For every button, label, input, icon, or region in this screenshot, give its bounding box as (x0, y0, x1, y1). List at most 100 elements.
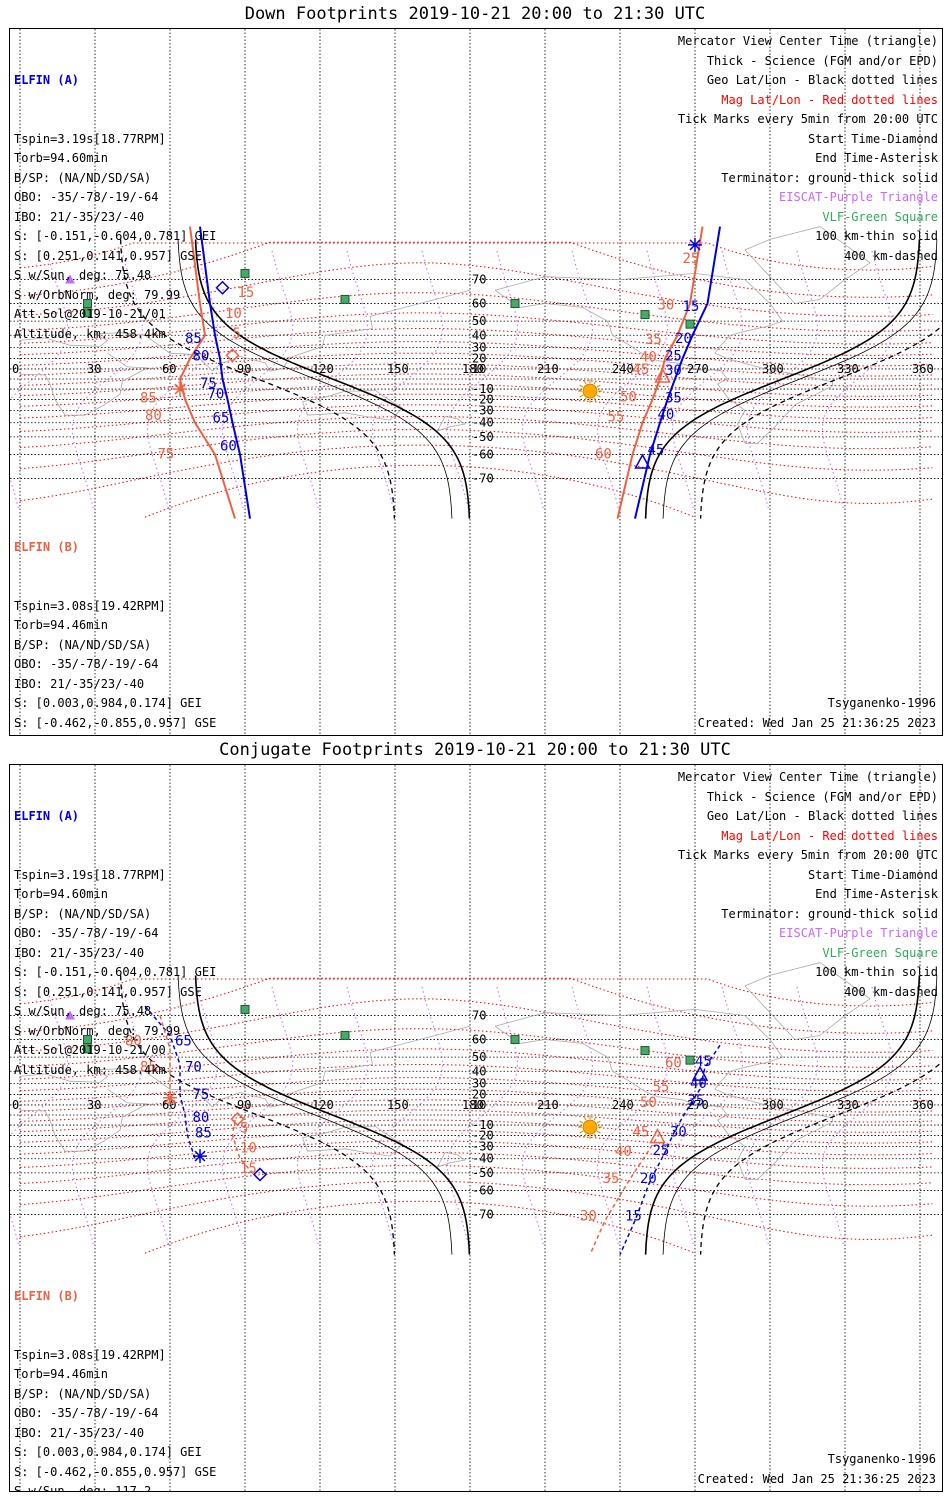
sun-ray (579, 1130, 584, 1134)
mag-latitude-line (19, 1088, 933, 1113)
elfin-a-line: Tspin=3.19s[18.77RPM] (14, 867, 166, 882)
mag-latitude-line (19, 1099, 933, 1123)
lon-tick-label: 180 (462, 1098, 484, 1112)
tick-label: 85 (140, 1059, 157, 1075)
end-asterisk-icon (163, 1090, 177, 1105)
tick-label: 25 (665, 349, 682, 365)
sun-ray (593, 397, 597, 402)
mag-latitude-line (19, 363, 933, 387)
mag-latitude-line (19, 1140, 933, 1169)
lon-tick-label: 60 (162, 1098, 176, 1112)
conjugate-footprints-map: 0 30 60 90 120 150 180 210 240 270 300 330 360706050… (10, 765, 942, 1491)
terminator-ground (194, 239, 471, 519)
tick-label: 85 (140, 391, 157, 407)
lon-tick-label: 0 (12, 1098, 19, 1112)
lon-tick-label: 150 (387, 1098, 409, 1112)
elfin-a-line: S: [0.251,0.141,0.957] GSE (14, 248, 202, 263)
legend-entry: Tick Marks every 5min from 20:00 UTC (677, 848, 938, 862)
tick-label: 40 (658, 407, 675, 423)
mag-latitude-line (19, 1048, 933, 1081)
lat-tick-label: 30 (472, 341, 486, 355)
tick-label: 40 (640, 350, 657, 366)
mag-latitude-line (19, 241, 933, 298)
mag-latitude-line (19, 292, 933, 332)
legend-entry: End Time-Asterisk (815, 151, 938, 165)
eiscat-triangle-icon (65, 274, 75, 284)
mag-latitude-line (19, 327, 933, 356)
mag-latitude-line (19, 393, 933, 420)
mag-longitude-line (371, 985, 444, 1245)
lat-tick-label: -30 (472, 1139, 494, 1153)
tick-label: 85 (185, 331, 202, 347)
asterisk-stroke (164, 1092, 176, 1104)
start-diamond-icon (230, 1111, 245, 1127)
conjugate-footprints-panel: 0 30 60 90 120 150 180 210 240 270 300 330 360 70 60 50… (9, 764, 943, 1492)
lat-tick-label: -30 (472, 403, 494, 417)
lon-tick-label: 150 (387, 362, 409, 376)
lon-tick-label: 240 (612, 362, 634, 376)
legend-entry: Geo Lat/Lon - Black dotted lines (706, 809, 938, 823)
tick-label: 75 (158, 447, 175, 463)
tick-label: 35 (665, 391, 682, 407)
coastline (19, 352, 149, 416)
terminator (119, 239, 942, 519)
elfin-b-conjugate-track (231, 1119, 261, 1182)
tick-label: 35 (603, 1171, 620, 1187)
mag-latitude-line (19, 341, 933, 367)
tick-label: 30 (580, 1209, 597, 1225)
elfin-a-line: IBO: 21/-35/23/-40 (14, 209, 145, 224)
tick-label: 35 (645, 332, 662, 348)
sun-ray (583, 397, 587, 402)
sun-ray (593, 380, 597, 385)
mag-latitude-line (19, 1109, 933, 1133)
lat-tick-label: 30 (472, 1077, 486, 1091)
tick-label: 80 (145, 408, 162, 424)
vlf-square-icon (83, 308, 92, 318)
legend-entry: VLF-Green Square (822, 945, 938, 960)
tick-label: 5 (240, 1120, 248, 1136)
lat-tick-label: 20 (472, 1088, 486, 1102)
elfin-a-line: Torb=94.60min (14, 151, 108, 165)
elfin-b-line: B/SP: (NA/ND/SD/SA) (14, 1386, 152, 1401)
elfin-b-line: S w/Sun, deg: 117.2 (14, 733, 216, 735)
end-asterisk-icon (193, 1149, 207, 1164)
tick-label: 80 (125, 1033, 142, 1049)
eiscat-triangle-icon (65, 1010, 75, 1020)
mag-latitude-line (19, 1129, 933, 1156)
elfin-b-line: IBO: 21/-35/23/-40 (14, 676, 145, 691)
terminator-100km (662, 239, 938, 519)
elfin-a-line: S w/OrbNorm, deg: 79.99 (14, 1023, 181, 1038)
created-label: Created: Wed Jan 25 21:36:25 2023 (697, 716, 936, 730)
tick-label: 15 (683, 299, 700, 315)
tick-label: 30 (670, 1124, 687, 1140)
tick-label: 15 (240, 1161, 257, 1177)
lat-tick-label: 40 (472, 328, 486, 342)
elfin-b-line: Torb=94.46min (14, 618, 108, 632)
mag-longitude-line (221, 985, 294, 1245)
sun-ray (583, 380, 587, 385)
coastline (494, 272, 833, 444)
tick-label: 20 (640, 1171, 657, 1187)
terminator-100km (177, 239, 453, 519)
mag-longitude-line (221, 249, 294, 509)
tick-label: 75 (193, 1087, 210, 1103)
legend-entry: Geo Lat/Lon - Black dotted lines (706, 73, 938, 87)
vlf-square-icon (685, 319, 695, 329)
sun-ray (579, 384, 584, 388)
lon-tick-label: 30 (87, 362, 101, 376)
tick-label: 65 (175, 1033, 192, 1049)
sun-ray (593, 1116, 597, 1121)
tick-label: 45 (695, 1054, 712, 1070)
elfin-a-line: S: [-0.151,-0.604,0.781] GEI (14, 229, 217, 243)
created-label: Created: Wed Jan 25 21:36:25 2023 (697, 1472, 936, 1486)
elfin-b-line: S: [-0.462,-0.855,0.957] GSE (14, 715, 217, 730)
lon-tick-label: 210 (537, 1098, 559, 1112)
lon-tick-label: 330 (837, 362, 859, 376)
lat-tick-label: 70 (472, 1009, 486, 1023)
legend-entry: Start Time-Diamond (807, 131, 938, 146)
mag-longitude-line (596, 985, 669, 1245)
vlf-square-icon (510, 299, 520, 309)
sun-ray (596, 394, 601, 398)
sun-ray (579, 394, 584, 398)
elfin-b-conjugate-track-east (589, 1132, 661, 1255)
